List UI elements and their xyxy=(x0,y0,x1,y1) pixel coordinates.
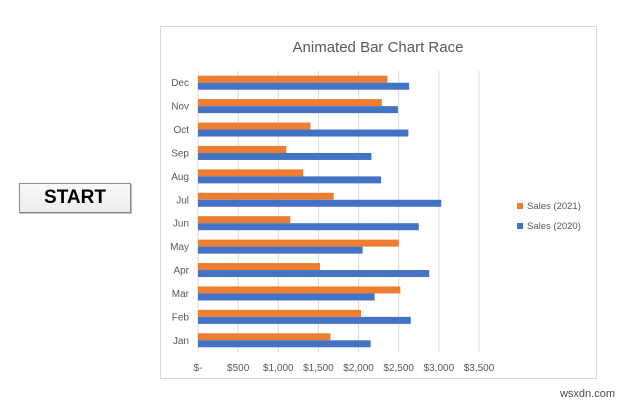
bar-sales-2021 xyxy=(198,216,291,224)
bar-sales-2020 xyxy=(198,152,372,160)
bar-sales-2020 xyxy=(198,106,398,114)
bar-sales-2020 xyxy=(198,176,382,184)
bar-sales-2020 xyxy=(198,270,430,278)
gridlines xyxy=(197,71,480,352)
x-tick-label: $3,500 xyxy=(464,363,495,374)
legend-swatch xyxy=(517,203,523,209)
bar-sales-2021 xyxy=(198,192,334,200)
bar-sales-2021 xyxy=(198,145,287,153)
bar-sales-2020 xyxy=(198,199,442,207)
x-tick-label: $1,000 xyxy=(263,363,294,374)
chart-title: Animated Bar Chart Race xyxy=(293,39,464,56)
category-label: Sep xyxy=(171,148,189,159)
bar-sales-2021 xyxy=(198,309,361,317)
x-tick-label: $2,500 xyxy=(383,363,414,374)
category-label: Nov xyxy=(171,102,189,113)
bars xyxy=(198,75,442,348)
watermark-text: wsxdn.com xyxy=(559,388,615,400)
category-label: Feb xyxy=(172,312,190,323)
legend-swatch xyxy=(517,223,523,229)
category-label: Jun xyxy=(173,219,189,230)
legend: Sales (2021) Sales (2020) xyxy=(517,201,581,232)
bar-sales-2021 xyxy=(198,169,304,177)
bar-sales-2020 xyxy=(198,246,363,254)
category-label: Jan xyxy=(173,336,189,347)
bar-sales-2020 xyxy=(198,293,375,301)
bar-chart: Animated Bar Chart Race JanFebMarAprMayJ… xyxy=(170,39,581,374)
bar-sales-2021 xyxy=(198,122,311,130)
bar-sales-2021 xyxy=(198,333,331,341)
bar-sales-2021 xyxy=(198,263,321,271)
legend-label: Sales (2021) xyxy=(527,201,581,212)
category-label: Apr xyxy=(173,266,189,277)
category-label: Dec xyxy=(171,78,189,89)
bar-sales-2020 xyxy=(198,316,411,324)
x-tick-label: $3,000 xyxy=(424,363,455,374)
category-label: Oct xyxy=(173,125,189,136)
category-labels: Jan Feb Mar Apr May Jun Jul Aug Sep Oct Nov Dec xyxy=(170,78,190,347)
x-tick-label: $- xyxy=(194,363,203,374)
bar-sales-2020 xyxy=(198,223,419,231)
chart-area: Animated Bar Chart Race Jan Feb Mar Apr May J… xyxy=(160,26,597,379)
bar-sales-2021 xyxy=(198,239,399,247)
start-button[interactable]: START xyxy=(19,183,131,213)
bar-sales-2020 xyxy=(198,129,409,137)
x-tick-label: $2,000 xyxy=(343,363,374,374)
category-label: Aug xyxy=(171,172,189,183)
bar-sales-2020 xyxy=(198,82,410,90)
bar-sales-2021 xyxy=(198,75,388,83)
category-label: Mar xyxy=(172,289,190,300)
legend-label: Sales (2020) xyxy=(527,221,581,232)
bar-sales-2020 xyxy=(198,340,371,348)
x-tick-label: $500 xyxy=(227,363,250,374)
bar-sales-2021 xyxy=(198,99,382,107)
x-tick-labels: $- $500 $1,000 $1,500 $2,000 $2,500 $3,000 $3,5… xyxy=(194,363,495,374)
x-tick-label: $1,500 xyxy=(303,363,334,374)
category-label: May xyxy=(170,242,189,253)
bar-sales-2021 xyxy=(198,286,401,294)
category-label: Jul xyxy=(176,195,189,206)
